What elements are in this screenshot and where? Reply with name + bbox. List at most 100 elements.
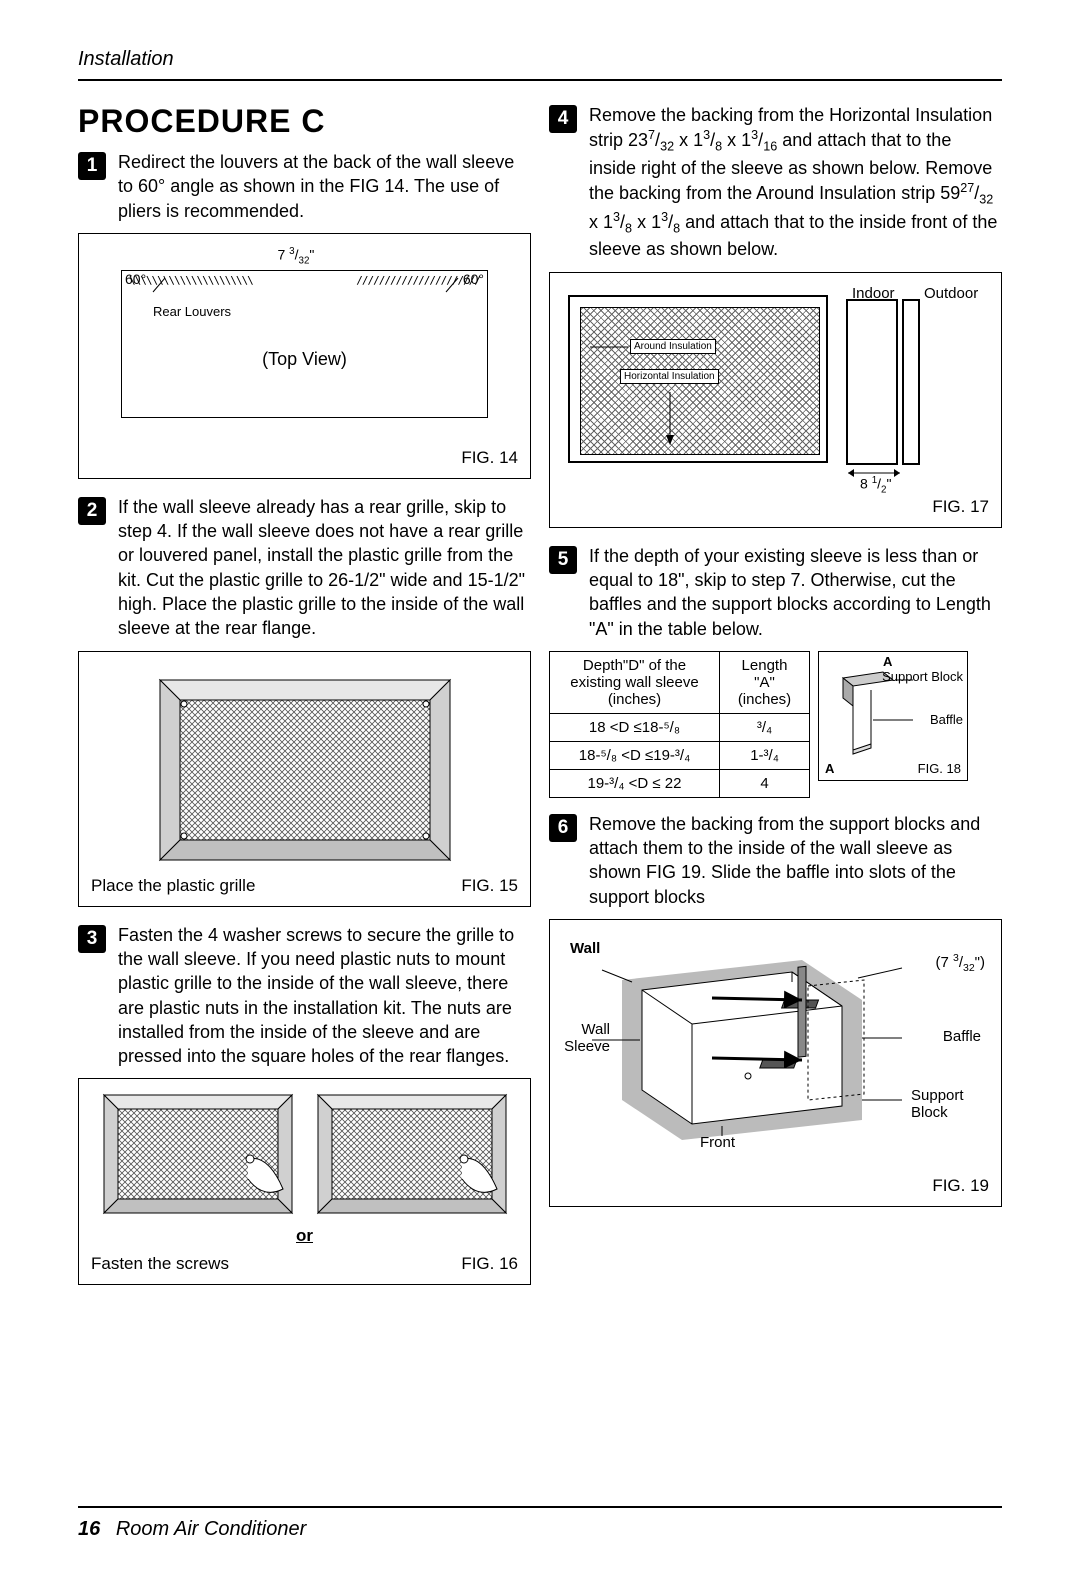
step-5-text: If the depth of your existing sleeve is …: [589, 544, 1002, 641]
step-4: 4 Remove the backing from the Horizontal…: [549, 103, 1002, 262]
dim-unit: ": [886, 475, 891, 491]
dim-den: 32: [299, 255, 310, 266]
dim-unit: ": [309, 247, 314, 263]
fig15-caption-left: Place the plastic grille: [91, 876, 255, 896]
step-4-text: Remove the backing from the Horizontal I…: [589, 103, 1002, 262]
frac-d: 32: [979, 193, 993, 207]
left-column: PROCEDURE C 1 Redirect the louvers at th…: [78, 103, 531, 1301]
right-column: 4 Remove the backing from the Horizontal…: [549, 103, 1002, 1301]
page: Installation PROCEDURE C 1 Redirect the …: [0, 0, 1080, 1343]
fig17-dimension: 8 1/2": [860, 475, 891, 495]
fig18-support-label: Support Block: [882, 670, 963, 683]
two-column-layout: PROCEDURE C 1 Redirect the louvers at th…: [78, 103, 1002, 1301]
table-row: 18-⁵/₈ <D ≤19-³/₄ 1-³/₄: [550, 741, 810, 769]
figure-18: A Support Block Baffle A FIG. 18: [818, 651, 968, 781]
dim-n: 3: [953, 952, 959, 964]
figure-16: or Fasten the screws FIG. 16: [78, 1078, 531, 1285]
step-number-badge: 2: [78, 497, 106, 525]
wall-sleeve-label: Wall Sleeve: [562, 1022, 610, 1055]
rear-louvers-label: Rear Louvers: [153, 304, 231, 319]
page-footer: 16 Room Air Conditioner: [78, 1506, 1002, 1541]
step-number-badge: 4: [549, 105, 577, 133]
step-number-badge: 6: [549, 814, 577, 842]
outer-wall-section: [902, 299, 920, 465]
s4-m3: x 1: [589, 212, 613, 232]
frac-n: 27: [960, 181, 974, 195]
fig16-caption-left: Fasten the screws: [91, 1254, 229, 1274]
figure-19: Wall Wall Sleeve Front (7 3/32") Baffle …: [549, 919, 1002, 1207]
step-5: 5 If the depth of your existing sleeve i…: [549, 544, 1002, 641]
cell-depth: 18 <D ≤18-⁵/₈: [550, 713, 720, 741]
frac-n: 3: [703, 128, 710, 142]
procedure-title: PROCEDURE C: [78, 103, 531, 140]
page-number: 16: [78, 1518, 100, 1540]
sleeve-box: Around Insulation Horizontal Insulation: [568, 295, 828, 463]
s4-m2: x 1: [722, 130, 751, 150]
sleeve-outline: [121, 270, 488, 418]
wall-label: Wall: [570, 940, 600, 957]
baffle-label: Baffle: [943, 1028, 981, 1045]
step-number-badge: 1: [78, 152, 106, 180]
th-length: Length "A" (inches): [720, 651, 810, 713]
frac-n: 3: [751, 128, 758, 142]
step-1-text: Redirect the louvers at the back of the …: [118, 150, 531, 223]
frac-n: 7: [648, 128, 655, 142]
dim-num: 3: [289, 246, 294, 257]
step-3-text: Fasten the 4 washer screws to secure the…: [118, 923, 531, 1069]
fasten-right-icon: [312, 1089, 512, 1224]
figure-17: Indoor Outdoor Around Insulation Horizon…: [549, 272, 1002, 528]
length-table: Depth"D" of the existing wall sleeve (in…: [549, 651, 810, 798]
support-block-label: Support Block: [911, 1088, 981, 1121]
table-row: 19-³/₄ <D ≤ 22 4: [550, 769, 810, 797]
step-2-text: If the wall sleeve already has a rear gr…: [118, 495, 531, 641]
s4-m4: x 1: [632, 212, 661, 232]
frac-d: 32: [660, 140, 674, 154]
fig17-caption: FIG. 17: [562, 497, 989, 517]
dim-whole: 8: [860, 475, 872, 491]
dim-unit: "): [975, 954, 985, 971]
cell-length: 4: [720, 769, 810, 797]
dim-whole: (7: [935, 954, 953, 971]
dim-d: 32: [963, 962, 975, 974]
frac-n: 3: [661, 210, 668, 224]
fig14-dimension: 7 3/32": [277, 246, 314, 266]
or-label: or: [91, 1226, 518, 1246]
grille-illustration-icon: [150, 670, 460, 870]
fig18-a-bot: A: [825, 761, 834, 776]
cell-depth: 18-⁵/₈ <D ≤19-³/₄: [550, 741, 720, 769]
section-title: Installation: [78, 48, 174, 70]
fig19-caption: FIG. 19: [562, 1176, 989, 1196]
dim-n: 1: [872, 475, 877, 486]
cell-length: 1-³/₄: [720, 741, 810, 769]
figure-14: 7 3/32" 60° 60° \\\\\\\\\\\\\\\\\\\\\\ /…: [78, 233, 531, 479]
length-table-row: Depth"D" of the existing wall sleeve (in…: [549, 651, 1002, 798]
section-header: Installation: [78, 48, 1002, 81]
frac-d: 16: [763, 140, 777, 154]
arrow-icon: [570, 297, 830, 465]
footer-title: Room Air Conditioner: [116, 1518, 306, 1540]
step-number-badge: 3: [78, 925, 106, 953]
step-3: 3 Fasten the 4 washer screws to secure t…: [78, 923, 531, 1069]
outdoor-label: Outdoor: [924, 285, 978, 302]
front-label: Front: [700, 1134, 735, 1151]
fasten-left-icon: [98, 1089, 298, 1224]
wall-section: [846, 299, 898, 465]
s4-m1: x 1: [674, 130, 703, 150]
step-1: 1 Redirect the louvers at the back of th…: [78, 150, 531, 223]
step-2: 2 If the wall sleeve already has a rear …: [78, 495, 531, 641]
frac-d: 8: [625, 221, 632, 235]
fig18-baffle-label: Baffle: [930, 712, 963, 727]
cell-depth: 19-³/₄ <D ≤ 22: [550, 769, 720, 797]
th-depth: Depth"D" of the existing wall sleeve (in…: [550, 651, 720, 713]
fig18-caption: FIG. 18: [918, 761, 961, 776]
dim-arrow-icon: [844, 465, 944, 495]
fig16-caption-right: FIG. 16: [461, 1254, 518, 1274]
top-view-label: (Top View): [262, 349, 347, 370]
step-6-text: Remove the backing from the support bloc…: [589, 812, 1002, 909]
step-6: 6 Remove the backing from the support bl…: [549, 812, 1002, 909]
figure-15: Place the plastic grille FIG. 15: [78, 651, 531, 907]
table-row: 18 <D ≤18-⁵/₈ ³/₄: [550, 713, 810, 741]
fig14-caption: FIG. 14: [91, 448, 518, 468]
frac-n: 3: [613, 210, 620, 224]
fig19-dimension: (7 3/32"): [935, 952, 985, 974]
